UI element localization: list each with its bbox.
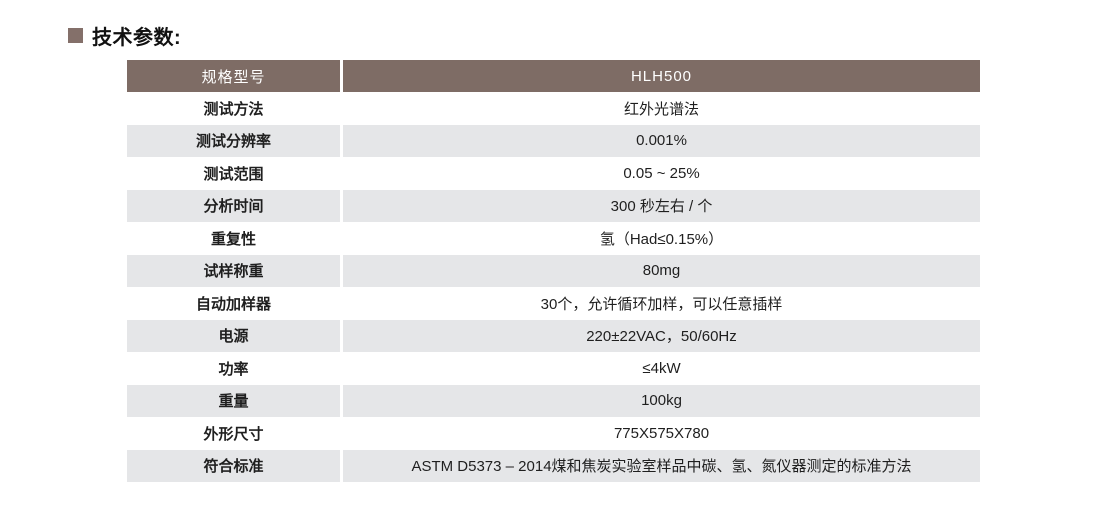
spec-value: 220±22VAC，50/60Hz (343, 319, 980, 352)
spec-value: 红外光谱法 (623, 100, 699, 118)
table-row: 符合标准 ASTM D5373 – 2014煤和焦炭实验室样品中碳、氢、氮仪器测… (127, 449, 980, 482)
table-row: 测试范围 0.05 ~ 25% (127, 157, 980, 190)
table-row: 试样称重 80mg (127, 254, 980, 287)
table-row: 功率 ≤4kW (127, 352, 980, 385)
spec-label: 试样称重 (127, 254, 340, 287)
spec-label: 重复性 (210, 230, 256, 248)
spec-label: 测试方法 (203, 100, 264, 118)
section-title: 技术参数: (68, 21, 181, 50)
spec-value: ≤4kW (642, 359, 681, 377)
square-bullet-icon (68, 28, 83, 43)
header-value-cell: HLH500 (343, 60, 980, 92)
spec-value: 0.05 ~ 25% (623, 164, 700, 182)
table-row: 测试方法 红外光谱法 (127, 92, 980, 125)
header-label-cell: 规格型号 (127, 60, 340, 92)
spec-label: 符合标准 (127, 449, 340, 482)
section-title-text: 技术参数: (92, 27, 182, 49)
spec-value: ASTM D5373 – 2014煤和焦炭实验室样品中碳、氢、氮仪器测定的标准方… (343, 449, 980, 482)
spec-value: 80mg (343, 254, 980, 287)
spec-label: 自动加样器 (195, 295, 271, 313)
spec-value: 100kg (343, 384, 980, 417)
table-row: 外形尺寸 775X575X780 (127, 417, 980, 450)
table-row: 分析时间 300 秒左右 / 个 (127, 189, 980, 222)
table-row: 重量 100kg (127, 384, 980, 417)
table-row: 自动加样器 30个，允许循环加样，可以任意插样 (127, 287, 980, 320)
spec-label: 功率 (218, 360, 249, 378)
table-row: 重复性 氢（Had≤0.15%） (127, 222, 980, 255)
spec-label: 重量 (127, 384, 340, 417)
spec-label: 测试范围 (203, 165, 264, 183)
spec-value: 0.001% (343, 124, 980, 157)
spec-label: 分析时间 (127, 189, 340, 222)
spec-label: 测试分辨率 (127, 124, 340, 157)
spec-label: 外形尺寸 (203, 425, 264, 443)
spec-value: 30个，允许循环加样，可以任意插样 (540, 295, 783, 313)
spec-label: 电源 (127, 319, 340, 352)
table-row: 电源 220±22VAC，50/60Hz (127, 319, 980, 352)
table-header-row: 规格型号 HLH500 (127, 60, 980, 92)
spec-value: 775X575X780 (613, 424, 710, 442)
spec-value: 300 秒左右 / 个 (343, 189, 980, 222)
spec-value: 氢（Had≤0.15%） (599, 230, 724, 248)
spec-table: 规格型号 HLH500 测试方法 红外光谱法 测试分辨率 0.001% 测试范围… (127, 60, 980, 482)
table-row: 测试分辨率 0.001% (127, 124, 980, 157)
